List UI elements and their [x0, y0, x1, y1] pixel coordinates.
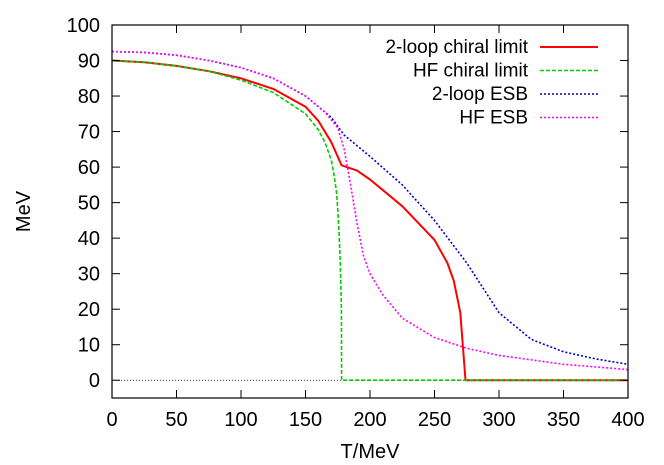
legend-label-1: 2-loop chiral limit: [385, 37, 528, 58]
x-tick-label: 50: [165, 409, 187, 431]
series-line-1: [111, 59, 628, 382]
x-axis-title: T/MeV: [341, 441, 401, 463]
y-tick-label: 90: [78, 51, 100, 73]
x-tick-label: 300: [482, 409, 515, 431]
y-tick-label: 40: [78, 228, 100, 250]
series-line-4: [111, 50, 629, 371]
x-tick-label: 350: [547, 409, 580, 431]
plot-frame: [111, 24, 629, 399]
series-layer: [111, 50, 629, 382]
y-tick-label: 10: [78, 335, 100, 357]
y-axis-title: MeV: [13, 190, 35, 232]
series-line-3: [111, 50, 629, 366]
x-tick-label: 100: [224, 409, 257, 431]
x-tick-label: 400: [611, 409, 644, 431]
legend-label-3: 2-loop ESB: [432, 84, 528, 105]
y-tick-label: 20: [78, 299, 100, 321]
x-tick-label: 150: [289, 409, 322, 431]
legend-label-4: HF ESB: [459, 108, 528, 129]
x-tick-label: 250: [418, 409, 451, 431]
y-tick-label: 30: [78, 264, 100, 286]
y-tick-label: 80: [78, 86, 100, 108]
ticks-layer: [111, 24, 629, 398]
y-tick-label: 70: [78, 122, 100, 144]
series-line-2: [111, 59, 628, 381]
y-tick-label: 60: [78, 157, 100, 179]
y-tick-label: 50: [78, 193, 100, 215]
y-tick-label: 0: [89, 370, 100, 392]
y-tick-label: 100: [67, 15, 100, 37]
x-tick-label: 200: [353, 409, 386, 431]
x-tick-label: 0: [106, 409, 117, 431]
legend: 2-loop chiral limit HF chiral limit2-loop…: [385, 37, 598, 129]
tick-labels-layer: 0 50 100 150 200 250 300 350 400 0 10 20 30 40 50 60 70 8…: [67, 15, 645, 431]
legend-label-2: HF chiral limit: [413, 61, 529, 82]
